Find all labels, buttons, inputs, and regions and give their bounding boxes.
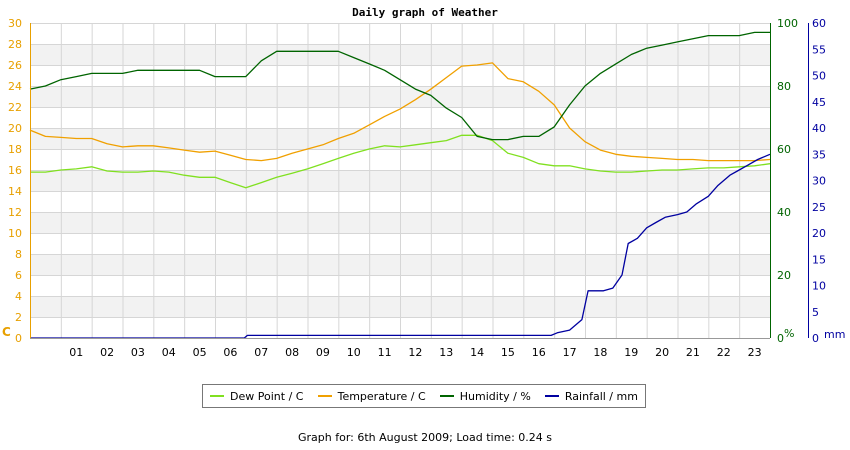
rainfall-tick-label: 40: [812, 122, 826, 135]
left-tick-label: 8: [15, 248, 22, 261]
rainfall-tick-label: 10: [812, 280, 826, 293]
x-tick-label: 17: [563, 346, 577, 359]
rainfall-tick-label: 5: [812, 306, 819, 319]
rainfall-tick-label: 25: [812, 201, 826, 214]
x-tick-label: 04: [162, 346, 176, 359]
legend-item-rainfall: Rainfall / mm: [544, 389, 638, 403]
rainfall-tick-label: 35: [812, 148, 826, 161]
x-tick-label: 22: [717, 346, 731, 359]
left-tick-label: 0: [15, 332, 22, 345]
left-tick-label: 16: [8, 164, 22, 177]
rainfall-tick-label: 20: [812, 227, 826, 240]
x-tick-label: 21: [686, 346, 700, 359]
x-tick-label: 07: [254, 346, 268, 359]
x-tick-label: 10: [347, 346, 361, 359]
legend-label: Rainfall / mm: [564, 389, 638, 403]
footer-text: Graph for: 6th August 2009; Load time: 0…: [298, 431, 552, 444]
humidity-tick-label: 60: [777, 143, 791, 156]
legend: Dew Point / C Temperature / C Humidity /…: [202, 384, 646, 408]
rainfall-tick-label: 55: [812, 43, 826, 56]
rainfall-tick-label: 0: [812, 332, 819, 345]
left-axis-unit: C: [2, 325, 11, 339]
left-tick-label: 12: [8, 206, 22, 219]
legend-swatch: [544, 395, 559, 397]
series-line-temperature: [29, 62, 771, 162]
x-tick-label: 03: [131, 346, 145, 359]
vertical-gridlines: [60, 23, 741, 338]
left-tick-label: 6: [15, 269, 22, 282]
x-tick-label: 15: [501, 346, 515, 359]
rainfall-tick-label: 60: [812, 17, 826, 30]
legend-label: Dew Point / C: [230, 389, 304, 403]
x-tick-label: 02: [100, 346, 114, 359]
humidity-tick-label: 0: [777, 332, 784, 345]
x-tick-label: 12: [408, 346, 422, 359]
rainfall-tick-label: 15: [812, 253, 826, 266]
left-tick-label: 24: [8, 80, 22, 93]
humidity-axis-unit: %: [784, 327, 794, 340]
legend-swatch: [439, 395, 454, 397]
humidity-tick-label: 80: [777, 80, 791, 93]
x-tick-label: 23: [748, 346, 762, 359]
left-tick-label: 28: [8, 38, 22, 51]
humidity-tick-label: 20: [777, 269, 791, 282]
left-tick-label: 30: [8, 17, 22, 30]
left-tick-label: 26: [8, 59, 22, 72]
legend-label: Temperature / C: [337, 389, 426, 403]
x-tick-label: 16: [532, 346, 546, 359]
left-tick-label: 18: [8, 143, 22, 156]
x-tick-label: 13: [439, 346, 453, 359]
left-tick-label: 20: [8, 122, 22, 135]
series-line-dew-point: [30, 134, 771, 189]
rainfall-axis-unit: mm: [824, 328, 845, 341]
legend-item-humidity: Humidity / %: [439, 389, 531, 403]
left-tick-label: 4: [15, 290, 22, 303]
left-tick-label: 22: [8, 101, 22, 114]
rainfall-tick-label: 50: [812, 70, 826, 83]
legend-swatch: [317, 395, 332, 397]
chart-title: Daily graph of Weather: [352, 6, 498, 19]
x-tick-label: 08: [285, 346, 299, 359]
legend-swatch: [210, 395, 225, 397]
left-tick-label: 2: [15, 311, 22, 324]
x-tick-label: 01: [69, 346, 83, 359]
left-tick-label: 14: [8, 185, 22, 198]
x-tick-label: 06: [223, 346, 237, 359]
x-tick-label: 05: [193, 346, 207, 359]
x-tick-label: 11: [378, 346, 392, 359]
humidity-tick-label: 100: [777, 17, 798, 30]
x-tick-label: 18: [593, 346, 607, 359]
humidity-tick-label: 40: [777, 206, 791, 219]
legend-item-temperature: Temperature / C: [317, 389, 426, 403]
x-tick-label: 09: [316, 346, 330, 359]
rainfall-tick-label: 45: [812, 96, 826, 109]
legend-item-dew-point: Dew Point / C: [210, 390, 303, 403]
left-tick-label: 10: [8, 227, 22, 240]
axes: [30, 23, 809, 339]
x-tick-label: 14: [470, 346, 484, 359]
x-tick-label: 19: [624, 346, 638, 359]
series-line-humidity: [29, 31, 770, 141]
legend-label: Humidity / %: [459, 389, 531, 403]
rainfall-tick-label: 30: [812, 175, 826, 188]
horizontal-gridlines: [30, 23, 770, 339]
x-tick-label: 20: [655, 346, 669, 359]
